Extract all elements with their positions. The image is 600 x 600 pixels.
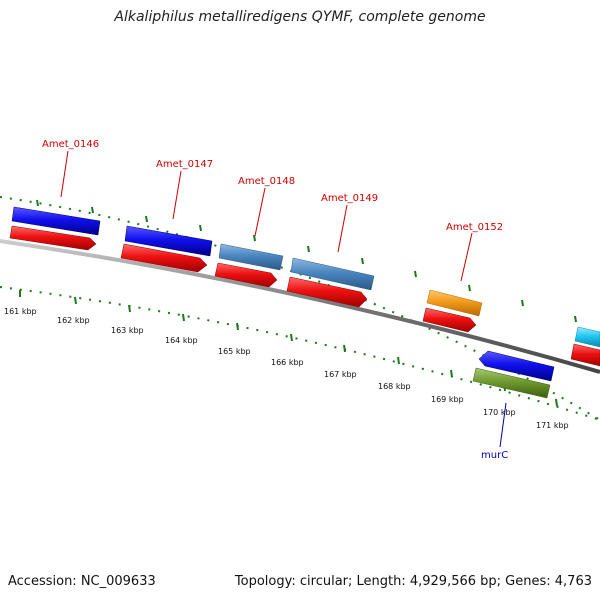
gene-label-amet-0149[interactable]: Amet_0149 (321, 193, 378, 204)
kbp-label: 167 kbp (324, 370, 357, 379)
gene-label-amet-0146[interactable]: Amet_0146 (42, 139, 99, 150)
kbp-label: 166 kbp (271, 358, 304, 367)
gene-amet-0148[interactable] (218, 243, 284, 271)
cds-amet-0152[interactable] (422, 307, 477, 333)
gene-amet-0152[interactable] (426, 289, 483, 317)
cds-amet-0146[interactable] (9, 225, 97, 251)
accession-text: Accession: NC_009633 (8, 574, 156, 589)
kbp-label: 161 kbp (4, 307, 37, 316)
inner-tick-ring (0, 286, 600, 421)
kbp-label: 169 kbp (431, 395, 464, 404)
kbp-label: 162 kbp (57, 316, 90, 325)
genome-summary-text: Topology: circular; Length: 4,929,566 bp… (234, 574, 592, 589)
map-title: Alkaliphilus metalliredigens QYMF, compl… (114, 9, 486, 25)
cds-murc[interactable] (472, 367, 551, 399)
forward-strand-cds (9, 225, 600, 367)
gene-label-amet-0148[interactable]: Amet_0148 (238, 176, 295, 187)
gene-murc[interactable] (478, 350, 555, 382)
cds-edge-red[interactable] (570, 343, 600, 367)
cds-amet-0149[interactable] (286, 276, 368, 308)
kbp-label: 164 kbp (165, 336, 198, 345)
kbp-label: 168 kbp (378, 382, 411, 391)
label-leader-murc (499, 402, 507, 448)
gene-amet-0149[interactable] (290, 257, 375, 291)
kbp-label: 171 kbp (536, 421, 569, 430)
genome-backbone (0, 239, 600, 374)
gene-amet-0146[interactable] (11, 206, 101, 236)
gene-name-labels: Amet_0146 Amet_0147 Amet_0148 Amet_0149 … (42, 139, 508, 461)
reverse-strand-genes (472, 350, 555, 399)
cds-amet-0147[interactable] (120, 243, 208, 273)
outer-major-ticks (36, 199, 577, 323)
gene-label-amet-0152[interactable]: Amet_0152 (446, 222, 503, 233)
gene-amet-0147[interactable] (124, 225, 213, 257)
gene-label-amet-0147[interactable]: Amet_0147 (156, 159, 213, 170)
gene-label-murc[interactable]: murC (481, 450, 508, 461)
kbp-label: 165 kbp (218, 347, 251, 356)
kbp-label: 163 kbp (111, 326, 144, 335)
cds-amet-0148[interactable] (214, 262, 278, 288)
kbp-label: 170 kbp (483, 408, 516, 417)
label-leaders-red (60, 150, 473, 282)
gene-edge-cyan[interactable] (574, 326, 600, 348)
kbp-tick-labels: 161 kbp 162 kbp 163 kbp 164 kbp 165 kbp … (4, 307, 569, 430)
forward-strand-genes (11, 206, 600, 348)
